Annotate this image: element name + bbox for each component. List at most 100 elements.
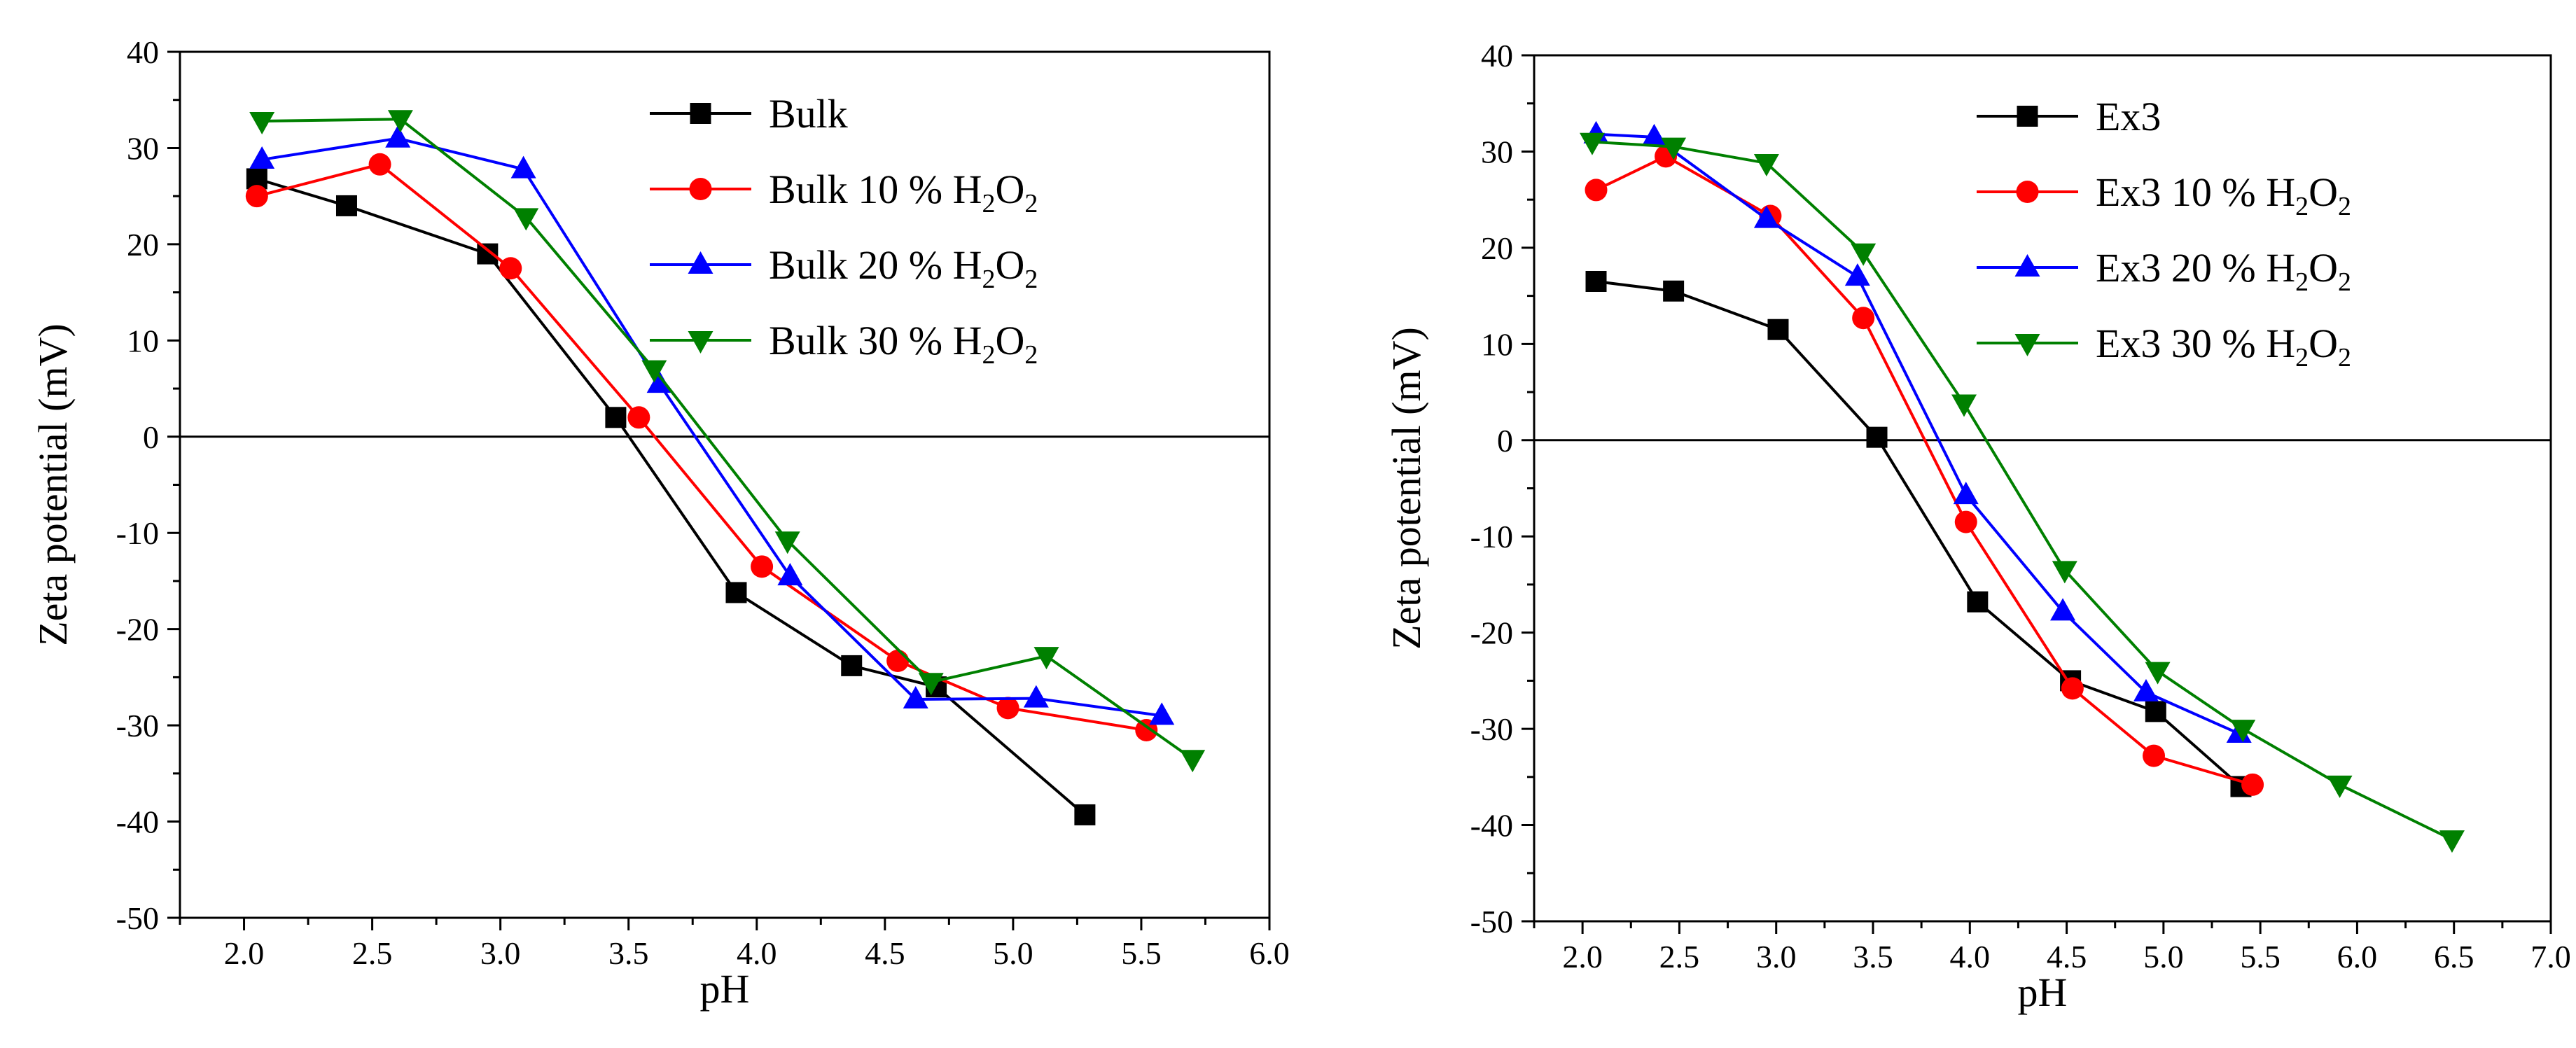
data-point [2061, 677, 2084, 700]
legend: Ex3 Ex3 10 % H2O2 Ex3 20 % H2O2 Ex3 30 % H2… [1977, 94, 2351, 372]
x-tick-label: 7.0 [2530, 939, 2571, 974]
y-axis-title: Zeta potential (mV) [1384, 327, 1429, 650]
legend-marker [688, 331, 713, 354]
data-point [2133, 678, 2159, 701]
series-line [256, 177, 1086, 816]
chart-1: 2.0 2.5 3.0 3.5 4.0 4.5 5.0 5.5 6.0 -50 -40 -30 -20 -… [30, 34, 1290, 1012]
data-point [477, 243, 499, 265]
y-tick-label: 30 [1481, 134, 1513, 169]
data-point [335, 195, 357, 216]
y-tick-label: 0 [1497, 423, 1513, 459]
data-point [605, 407, 627, 428]
series-1 [1585, 270, 2252, 797]
data-point [641, 360, 667, 383]
y-tick-label: 10 [1481, 326, 1513, 362]
data-point [245, 185, 268, 208]
data-point [2050, 598, 2076, 621]
data-point [646, 370, 672, 393]
series-4 [249, 110, 1206, 773]
data-point [751, 555, 774, 578]
data-point [886, 650, 910, 673]
x-tick-label: 2.0 [224, 935, 265, 971]
legend-label: Ex3 [2096, 94, 2161, 139]
x-tick-label: 6.5 [2434, 939, 2474, 974]
x-tick-label: 6.0 [2337, 939, 2378, 974]
x-axis-title: pH [2018, 970, 2068, 1015]
series-line [261, 137, 1162, 718]
y-tick-label: 40 [127, 34, 159, 70]
plot-frame [179, 50, 1271, 919]
y-tick-label: -20 [1470, 615, 1513, 651]
data-point [2145, 662, 2171, 685]
data-point [918, 673, 944, 696]
data-point [1951, 394, 1977, 417]
y-tick-label: -30 [116, 708, 159, 743]
data-point [1641, 123, 1667, 146]
data-point [2241, 773, 2264, 796]
chart-2: 2.0 2.5 3.0 3.5 4.0 4.5 5.0 5.5 6.0 6.5 7.0 -50 -40 -… [1384, 38, 2571, 1015]
data-point [1585, 179, 1608, 202]
data-point [2143, 744, 2166, 767]
data-point [510, 155, 536, 179]
data-point [387, 110, 413, 133]
data-point [1033, 647, 1059, 670]
legend-label: Ex3 30 % H2O2 [2096, 321, 2351, 372]
x-tick-label: 2.5 [1659, 939, 1700, 974]
data-point [249, 111, 275, 134]
data-point [513, 208, 539, 231]
x-tick-label: 4.5 [865, 935, 905, 971]
series-line [1596, 280, 2242, 788]
y-tick-label: -10 [116, 515, 159, 551]
data-point [1852, 307, 1875, 330]
x-tick-label: 5.0 [993, 935, 1033, 971]
x-tick-label: 6.0 [1249, 935, 1290, 971]
x-tick-label: 5.5 [2240, 939, 2281, 974]
legend-label: Bulk 10 % H2O2 [769, 167, 1038, 218]
y-tick-label: 20 [127, 227, 159, 263]
x-tick-label: 2.5 [352, 935, 393, 971]
legend: Bulk Bulk 10 % H2O2 Bulk 20 % H2O2 Bulk 30 … [650, 91, 1038, 370]
legend-label: Ex3 20 % H2O2 [2096, 245, 2351, 297]
x-tick-label: 3.0 [1756, 939, 1797, 974]
x-tick-label: 5.5 [1121, 935, 1162, 971]
series-2 [1585, 145, 2264, 796]
data-point [249, 146, 275, 169]
legend-label: Bulk [769, 91, 848, 137]
data-point [1866, 426, 1888, 448]
data-point [627, 406, 650, 429]
y-tick-label: -30 [1470, 711, 1513, 747]
y-tick-label: 30 [127, 130, 159, 166]
y-tick-label: 20 [1481, 230, 1513, 266]
data-point [1953, 482, 1979, 505]
series-line [262, 118, 1194, 760]
data-point [2052, 561, 2077, 584]
data-point [1663, 280, 1685, 302]
y-tick-label: 40 [1481, 38, 1513, 74]
legend-marker [689, 178, 712, 200]
data-point [1149, 702, 1175, 725]
data-point [499, 257, 522, 280]
plot-frame [1533, 54, 2552, 923]
data-point [1180, 750, 1206, 773]
y-tick-label: -50 [1470, 904, 1513, 939]
data-point [1767, 319, 1789, 340]
y-tick-label: -50 [116, 900, 159, 936]
data-point [903, 686, 928, 709]
data-point [1954, 510, 1977, 533]
legend-label: Bulk 30 % H2O2 [769, 318, 1038, 370]
legend-label: Bulk 20 % H2O2 [769, 242, 1038, 294]
data-point [777, 563, 803, 586]
x-tick-label: 2.0 [1562, 939, 1603, 974]
y-tick-label: -10 [1470, 519, 1513, 554]
data-point [2230, 720, 2256, 743]
data-point [1753, 205, 1779, 228]
data-point [1074, 804, 1096, 825]
data-point [774, 531, 800, 554]
x-tick-label: 4.0 [1950, 939, 1991, 974]
legend-marker [2017, 106, 2038, 127]
data-point [1844, 263, 1870, 286]
legend-marker [688, 251, 713, 274]
x-tick-label: 3.5 [608, 935, 649, 971]
x-tick-label: 4.5 [2047, 939, 2087, 974]
